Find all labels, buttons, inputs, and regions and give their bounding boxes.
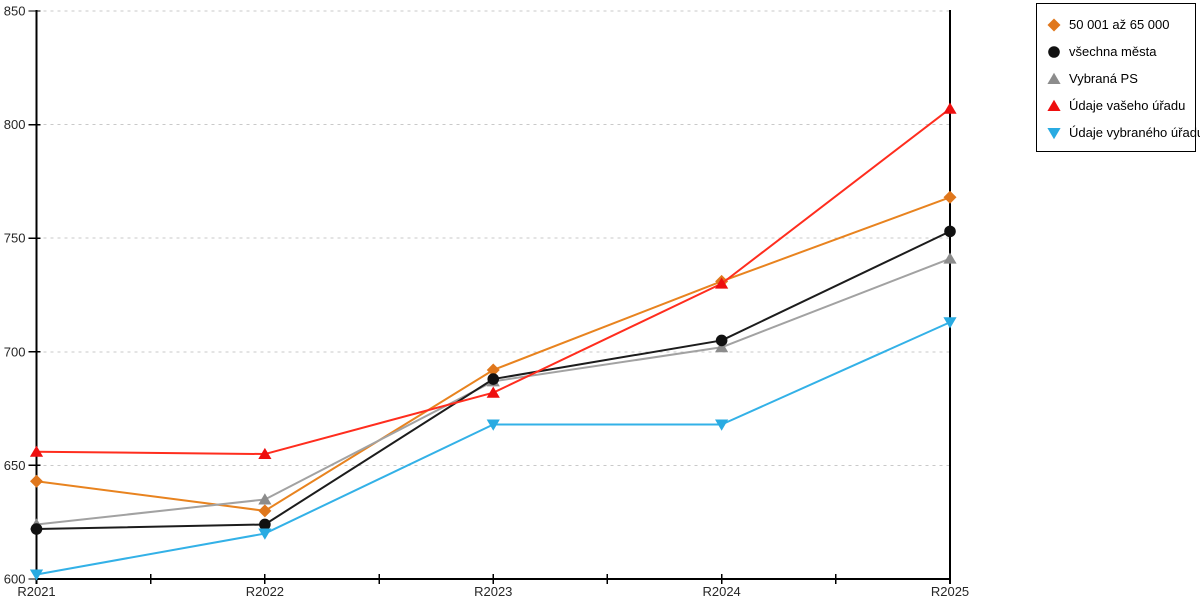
y-tick-label: 850 (4, 4, 26, 19)
series-marker (258, 447, 272, 460)
legend-label: Vybraná PS (1069, 71, 1138, 86)
series-marker (258, 504, 272, 518)
legend-item: Údaje vašeho úřadu (1047, 92, 1191, 119)
series-marker (258, 528, 272, 540)
series-marker (30, 474, 43, 488)
x-tick-label: R2025 (931, 584, 969, 599)
y-tick-label: 650 (4, 458, 26, 473)
diamond-legend-icon (1047, 18, 1061, 31)
x-tick-label: R2022 (246, 584, 284, 599)
triangle-up-legend-icon (1047, 99, 1061, 111)
series-4 (29, 317, 957, 581)
series-line (35, 107, 951, 456)
triangle-down-legend-icon (1047, 127, 1061, 139)
legend-label: Údaje vašeho úřadu (1069, 98, 1186, 113)
legend-item: 50 001 až 65 000 (1047, 11, 1191, 38)
series-marker (486, 363, 500, 377)
legend-label: 50 001 až 65 000 (1069, 17, 1170, 32)
series-marker (29, 569, 44, 581)
x-tick-label: R2021 (17, 584, 55, 599)
series-marker (29, 445, 44, 457)
series-marker (715, 341, 729, 353)
series-line (35, 321, 951, 576)
series-marker (943, 252, 957, 264)
series-marker (943, 190, 957, 204)
legend-item: Údaje vybraného úřadu (1047, 119, 1200, 146)
series-line (35, 196, 951, 512)
series-marker (943, 317, 957, 329)
legend-item: Vybraná PS (1047, 65, 1191, 92)
triangle-up-legend-icon (1047, 72, 1061, 84)
series-marker (259, 518, 271, 531)
y-tick-label: 800 (4, 117, 26, 132)
series-marker (715, 277, 729, 289)
series-marker (487, 373, 500, 385)
y-tick-label: 700 (4, 344, 26, 359)
x-tick-label: R2023 (474, 584, 512, 599)
series-3 (29, 102, 957, 460)
series-marker (486, 419, 500, 431)
series-marker (715, 419, 729, 431)
y-tick-label: 750 (4, 231, 26, 246)
series-marker (30, 523, 43, 535)
x-tick-label: R2024 (702, 584, 740, 599)
y-tick-label: 600 (4, 572, 26, 587)
series-marker (944, 225, 956, 238)
series-marker (715, 334, 728, 347)
series-marker (258, 493, 272, 505)
legend-item: všechna města (1047, 38, 1191, 65)
circle-legend-icon (1048, 45, 1060, 58)
series-marker (943, 102, 957, 114)
legend-label: všechna města (1069, 44, 1157, 59)
series-1 (30, 225, 956, 535)
series-marker (486, 386, 500, 398)
series-0 (30, 190, 957, 518)
chart-legend: 50 001 až 65 000 všechna města Vybraná PS Ú… (1036, 3, 1200, 152)
legend-label: Údaje vybraného úřadu (1069, 125, 1200, 140)
